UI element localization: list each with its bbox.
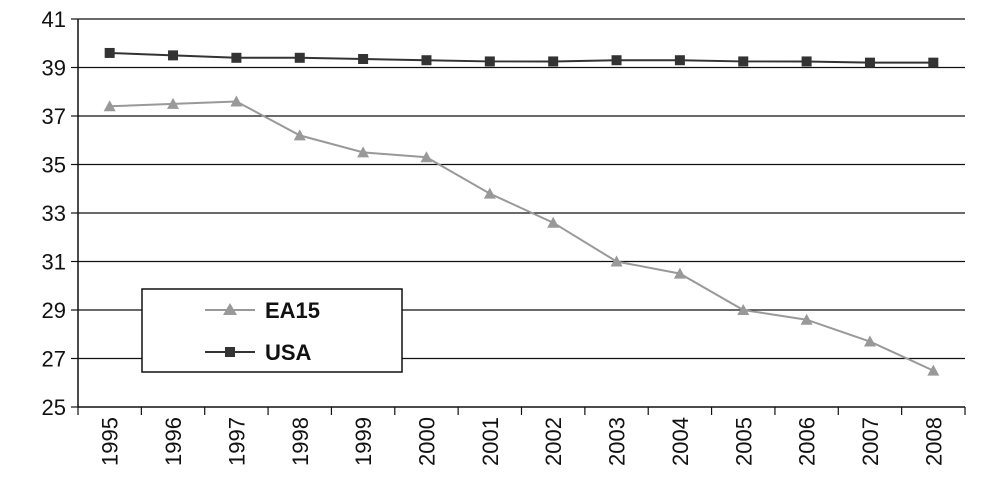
data-point-ea15 [167,97,180,109]
data-point-ea15 [800,313,813,325]
legend-usa-square-icon [225,347,235,357]
series [103,47,940,376]
data-point-usa [928,57,939,68]
data-point-ea15 [230,95,243,107]
data-point-ea15 [673,267,686,279]
data-point-ea15 [103,100,116,112]
legend: EA15 USA [141,288,403,373]
x-tick-label: 2003 [605,417,630,466]
series-line-ea15 [109,100,934,372]
x-tick-label: 2004 [668,417,693,466]
data-point-ea15 [357,146,370,158]
x-tick-label: 2005 [731,417,756,466]
x-tick-label: 2007 [858,417,883,466]
y-tick-label: 31 [42,250,66,275]
data-point-ea15 [420,151,433,163]
y-tick-label: 29 [42,298,66,323]
y-tick-label: 35 [42,153,66,178]
y-tick-labels: 25 27 29 31 33 35 37 39 41 [42,7,66,420]
data-point-usa [801,56,812,67]
x-tick-label: 2008 [921,417,946,466]
data-point-usa [611,55,622,66]
data-point-usa [168,50,179,61]
x-tick-labels: 1995 1996 1997 1998 1999 2000 2001 2002 2003 2004… [98,417,947,466]
x-tick-label: 2006 [795,417,820,466]
y-tick-label: 37 [42,104,66,129]
data-point-ea15 [293,129,306,141]
data-point-ea15 [483,187,496,199]
series-line-usa [109,51,934,64]
y-tick-label: 27 [42,347,66,372]
data-point-ea15 [547,216,560,228]
y-tick-label: 33 [42,201,66,226]
legend-usa-label: USA [265,340,312,365]
data-point-usa [738,56,749,67]
legend-ea15-triangle-icon [223,303,237,315]
x-tick-label: 1999 [351,417,376,466]
data-point-ea15 [863,335,876,347]
data-point-usa [104,47,115,58]
y-tick-label: 25 [42,395,66,420]
legend-box [141,288,403,373]
data-point-usa [864,57,875,68]
x-tick-label: 2001 [478,417,503,466]
data-point-usa [421,55,432,66]
legend-ea15-label: EA15 [265,298,320,323]
y-tick-label: 41 [42,7,66,32]
x-tick-label: 1996 [161,417,186,466]
y-tick-label: 39 [42,56,66,81]
data-point-usa [674,55,685,66]
data-point-usa [484,56,495,67]
axes [71,18,966,415]
x-tick-label: 1995 [98,417,123,466]
x-tick-label: 1997 [224,417,249,466]
data-point-ea15 [927,364,940,376]
data-point-usa [548,56,559,67]
data-point-ea15 [610,255,623,267]
data-point-ea15 [737,304,750,315]
x-tick-label: 1998 [288,417,313,466]
x-tick-label: 2000 [414,417,439,466]
data-point-usa [358,54,369,65]
data-point-usa [231,52,242,63]
data-point-usa [294,52,305,63]
x-tick-label: 2002 [541,417,566,466]
